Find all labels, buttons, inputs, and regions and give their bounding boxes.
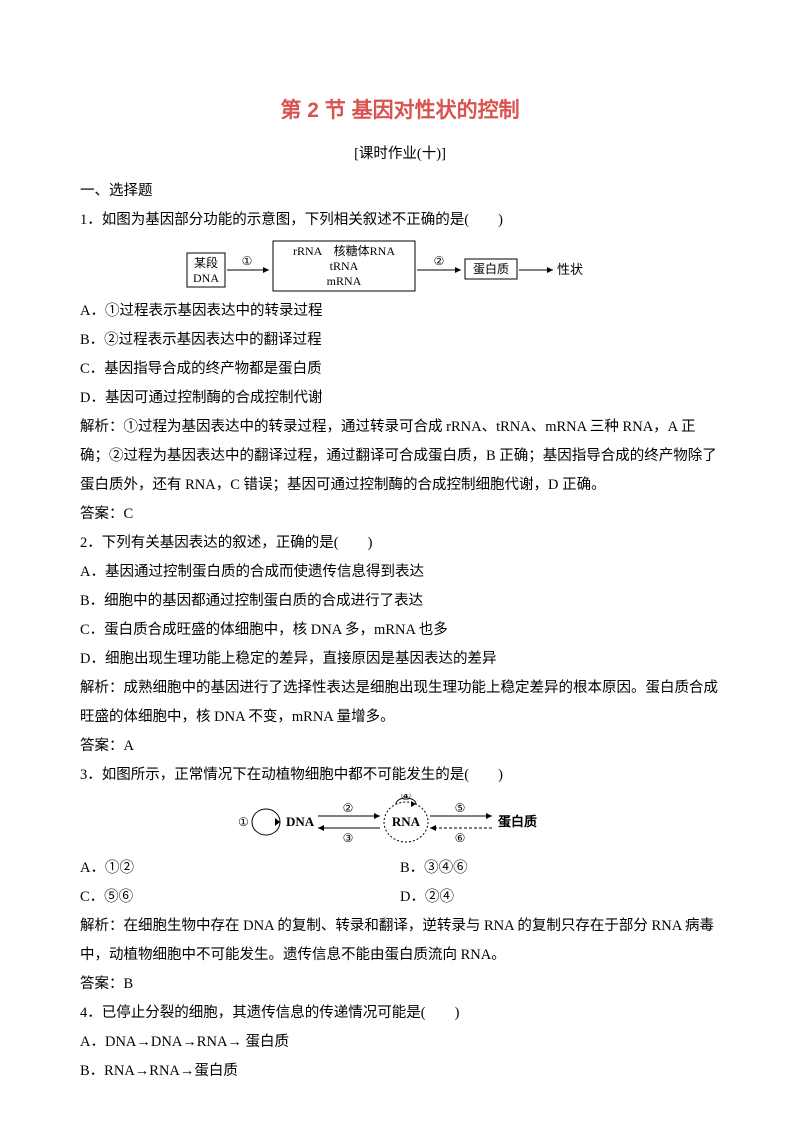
svg-text:②: ② [343,801,354,815]
q3-option-b: B．③④⑥ [400,854,720,883]
svg-text:蛋白质: 蛋白质 [498,814,537,829]
svg-text:⑥: ⑥ [455,831,466,845]
q3-diagram: ① DNA ② ③ RNA ④ ⑤ ⑥ 蛋白质 [80,794,720,850]
q3-answer: 答案：B [80,970,720,999]
q1-explanation: 解析：①过程为基因表达中的转录过程，通过转录可合成 rRNA、tRNA、mRNA… [80,413,720,500]
q4-option-b: B．RNA→RNA→蛋白质 [80,1057,720,1086]
q1-option-a: A．①过程表示基因表达中的转录过程 [80,297,720,326]
q2-option-a: A．基因通过控制蛋白质的合成而使遗传信息得到表达 [80,558,720,587]
svg-text:tRNA: tRNA [330,259,359,273]
q2-option-b: B．细胞中的基因都通过控制蛋白质的合成进行了表达 [80,587,720,616]
svg-text:①: ① [238,815,249,829]
svg-text:⑤: ⑤ [455,801,466,815]
q3-option-c: C．⑤⑥ [80,883,400,912]
q1-option-c: C．基因指导合成的终产物都是蛋白质 [80,355,720,384]
lesson-subtitle: [课时作业(十)] [80,140,720,169]
svg-text:RNA: RNA [392,814,421,829]
q1-option-b: B．②过程表示基因表达中的翻译过程 [80,326,720,355]
q4-option-a: A．DNA→DNA→RNA→ 蛋白质 [80,1028,720,1057]
q2-option-c: C．蛋白质合成旺盛的体细胞中，核 DNA 多，mRNA 也多 [80,616,720,645]
chapter-title: 第 2 节 基因对性状的控制 [80,90,720,132]
q1-option-d: D．基因可通过控制酶的合成控制代谢 [80,384,720,413]
section-heading: 一、选择题 [80,177,720,206]
svg-text:DNA: DNA [286,814,315,829]
q4-stem: 4．已停止分裂的细胞，其遗传信息的传递情况可能是( ) [80,999,720,1028]
q3-explanation: 解析：在细胞生物中存在 DNA 的复制、转录和翻译，逆转录与 RNA 的复制只存… [80,912,720,970]
svg-text:某段: 某段 [194,255,218,270]
q1-diagram: 某段 DNA ① rRNA 核糖体RNA tRNA mRNA ② 蛋白质 性状 [80,239,720,293]
svg-text:mRNA: mRNA [327,274,362,288]
q3-option-a: A．①② [80,854,400,883]
svg-text:③: ③ [343,831,354,845]
svg-text:rRNA 核糖体RNA: rRNA 核糖体RNA [293,243,395,258]
q3-stem: 3．如图所示，正常情况下在动植物细胞中都不可能发生的是( ) [80,761,720,790]
svg-text:蛋白质: 蛋白质 [473,261,509,276]
q1-answer: 答案：C [80,500,720,529]
q2-answer: 答案：A [80,732,720,761]
svg-text:性状: 性状 [557,262,583,277]
q2-explanation: 解析：成熟细胞中的基因进行了选择性表达是细胞出现生理功能上稳定差异的根本原因。蛋… [80,674,720,732]
svg-text:DNA: DNA [193,271,219,285]
svg-text:②: ② [434,254,445,268]
q3-option-d: D．②④ [400,883,720,912]
q2-stem: 2．下列有关基因表达的叙述，正确的是( ) [80,529,720,558]
svg-text:①: ① [242,254,253,268]
q1-stem: 1．如图为基因部分功能的示意图，下列相关叙述不正确的是( ) [80,206,720,235]
q2-option-d: D．细胞出现生理功能上稳定的差异，直接原因是基因表达的差异 [80,645,720,674]
